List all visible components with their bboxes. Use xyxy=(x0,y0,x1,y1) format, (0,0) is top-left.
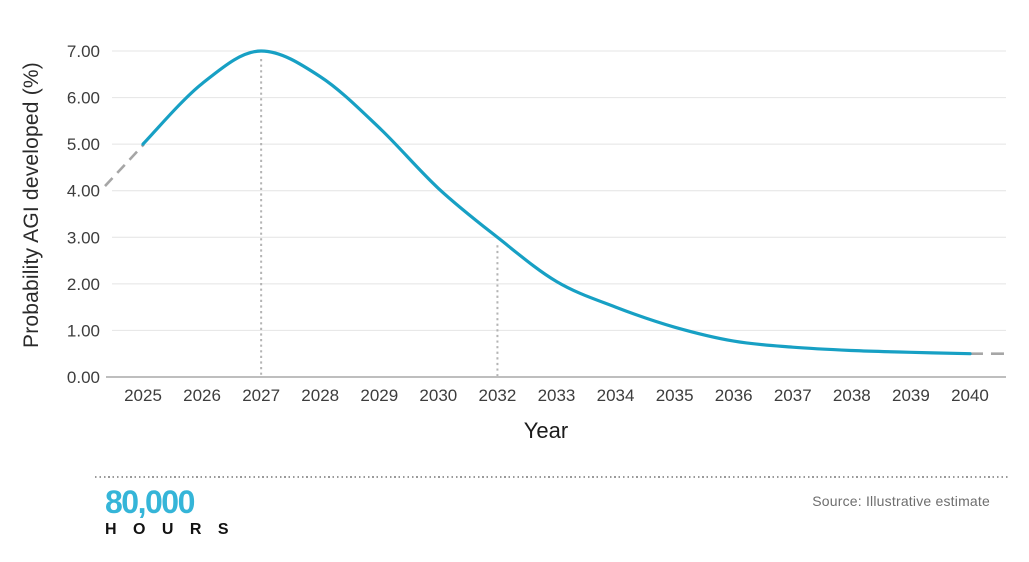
eighty-thousand-hours-logo: 80,000 H O U R S xyxy=(105,484,235,539)
x-tick-label: 2033 xyxy=(538,386,576,405)
y-tick-label: 1.00 xyxy=(67,321,100,340)
x-tick-label: 2029 xyxy=(360,386,398,405)
y-tick-label: 7.00 xyxy=(67,42,100,61)
footer-dotted-divider xyxy=(95,476,1010,478)
x-tick-label: 2040 xyxy=(951,386,989,405)
y-tick-label: 3.00 xyxy=(67,228,100,247)
probability-curve xyxy=(141,49,972,356)
x-tick-label: 2039 xyxy=(892,386,930,405)
y-axis-title: Probability AGI developed (%) xyxy=(20,62,43,348)
agi-probability-chart: 0.00 1.00 2.00 3.00 4.00 5.00 6.00 7.00 2025 2026… xyxy=(67,42,1006,405)
logo-number: 80,000 xyxy=(105,484,195,520)
x-tick-label: 2030 xyxy=(419,386,457,405)
logo-word: H O U R S xyxy=(105,521,235,539)
x-tick-label: 2036 xyxy=(715,386,753,405)
x-tick-label: 2028 xyxy=(301,386,339,405)
x-tick-label: 2034 xyxy=(597,386,635,405)
y-tick-label: 2.00 xyxy=(67,275,100,294)
x-tick-label: 2026 xyxy=(183,386,221,405)
x-tick-label: 2037 xyxy=(774,386,812,405)
x-tick-label: 2035 xyxy=(656,386,694,405)
lead-in-dash xyxy=(104,143,145,187)
x-axis-title: Year xyxy=(523,418,569,443)
source-note: Source: Illustrative estimate xyxy=(812,493,990,509)
y-tick-label: 6.00 xyxy=(67,89,100,108)
x-tick-label: 2038 xyxy=(833,386,871,405)
y-tick-label: 0.00 xyxy=(67,368,100,387)
x-tick-label: 2025 xyxy=(124,386,162,405)
y-tick-label: 4.00 xyxy=(67,182,100,201)
y-tick-label: 5.00 xyxy=(67,135,100,154)
x-tick-label: 2032 xyxy=(479,386,517,405)
x-tick-label: 2027 xyxy=(242,386,280,405)
